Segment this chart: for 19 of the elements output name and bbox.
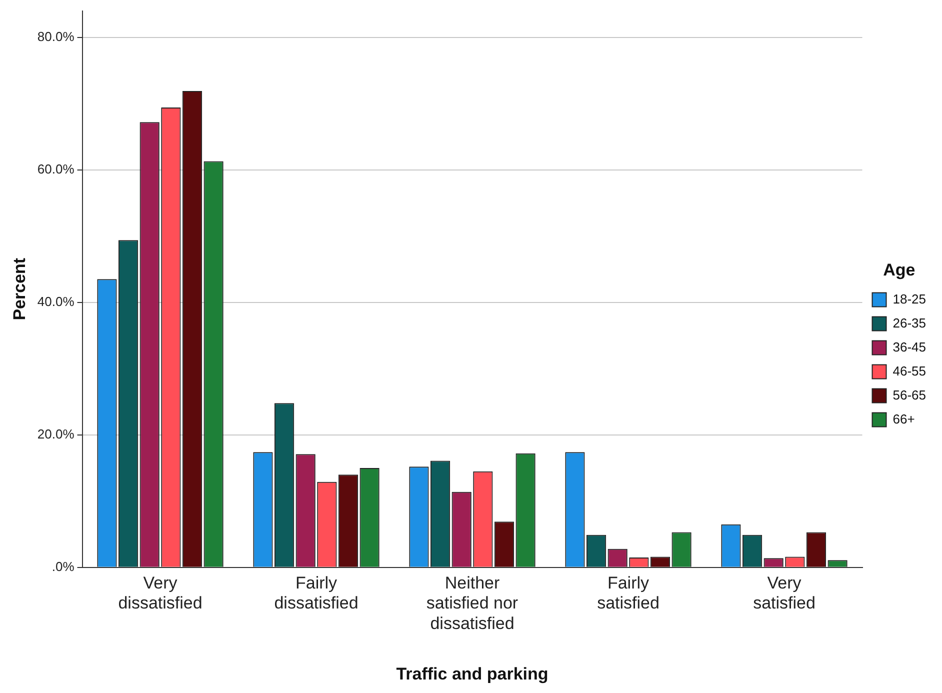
y-axis-title: Percent: [10, 258, 29, 320]
y-tick-label: 20.0%: [37, 426, 75, 442]
x-tick-label: Fairly satisfied: [597, 573, 660, 613]
legend-label: 18-25: [892, 291, 926, 306]
y-tick-label: 40.0%: [37, 294, 75, 309]
x-tick-label: Fairly dissatisfied: [274, 573, 358, 613]
x-tick-label: Very dissatisfied: [118, 573, 202, 613]
legend-label: 26-35: [892, 315, 926, 330]
legend-label: 36-45: [892, 339, 926, 354]
legend-label: 66+: [892, 411, 915, 426]
x-axis-title: Traffic and parking: [396, 664, 548, 684]
legend-label: 56-65: [892, 387, 926, 402]
y-tick-label: 80.0%: [37, 28, 75, 44]
x-tick-label: Neither satisfied nor dissatisfied: [426, 573, 518, 634]
legend-label: 46-55: [892, 363, 926, 378]
y-tick-label: .0%: [52, 558, 75, 574]
y-tick-label: 60.0%: [37, 161, 75, 176]
legend-title: Age: [883, 260, 916, 280]
x-tick-label: Very satisfied: [753, 573, 816, 613]
